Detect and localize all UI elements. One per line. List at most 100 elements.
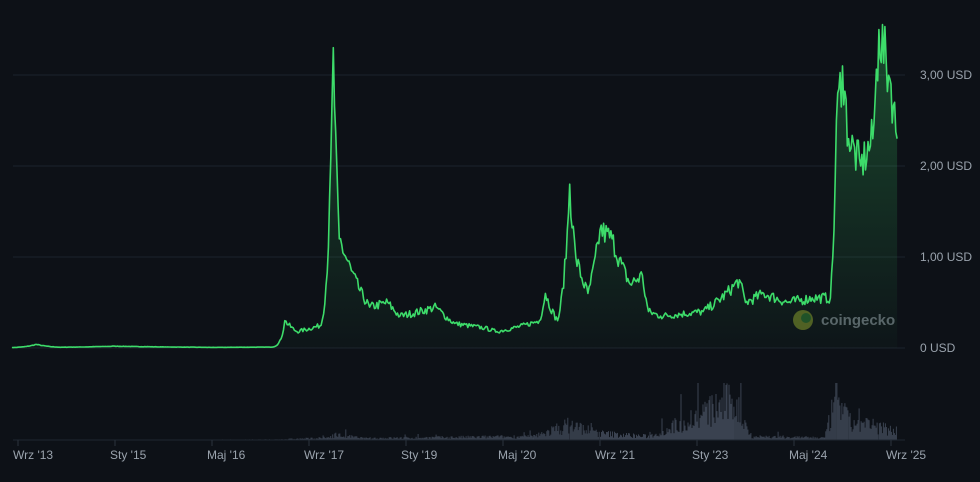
volume-bar (545, 436, 547, 440)
volume-bar (518, 437, 520, 440)
volume-bar (718, 402, 720, 440)
volume-bar (508, 437, 510, 440)
volume-bar (888, 430, 890, 440)
volume-bar (520, 436, 522, 440)
volume-bar (484, 435, 486, 440)
volume-bar (492, 436, 494, 440)
volume-bar (885, 427, 887, 440)
volume-bar (392, 438, 394, 440)
volume-bar (579, 422, 581, 440)
volume-bar (552, 427, 554, 440)
volume-bar (525, 436, 527, 440)
volume-bar (843, 406, 845, 440)
volume-bar (565, 423, 567, 440)
volume-bar (793, 437, 795, 440)
volume-bar (372, 438, 374, 440)
volume-bar (661, 418, 663, 440)
volume-bar (561, 435, 563, 440)
volume-bar (311, 437, 313, 440)
volume-bar (809, 437, 811, 440)
volume-bar (796, 436, 798, 440)
volume-bar (838, 397, 840, 440)
volume-bar (324, 438, 326, 440)
volume-bar (384, 437, 386, 440)
volume-bar (640, 436, 641, 440)
volume-bar (420, 438, 422, 440)
volume-bar (867, 419, 869, 440)
volume-bar (568, 433, 570, 440)
volume-bar (454, 438, 456, 440)
x-tick-label: Sty '23 (692, 448, 729, 462)
volume-bar (350, 437, 352, 440)
volume-bar (340, 436, 342, 440)
volume-bar (403, 437, 405, 440)
volume-bar (676, 430, 678, 440)
volume-bar (434, 436, 436, 440)
volume-bar (797, 437, 799, 440)
volume-bar (476, 436, 478, 440)
volume-bar (654, 434, 656, 440)
volume-bar (752, 438, 754, 440)
volume-bar (293, 438, 295, 440)
volume-bar (433, 437, 435, 440)
volume-bar (831, 399, 833, 440)
volume-bar (671, 422, 673, 440)
volume-bar (842, 414, 844, 440)
volume-bar (460, 435, 462, 440)
volume-bar (813, 438, 815, 440)
volume-bar (734, 417, 736, 440)
volume-bar (767, 437, 769, 440)
volume-bar (557, 431, 559, 440)
volume-bar (477, 436, 479, 440)
volume-bar (554, 431, 556, 440)
volume-bar (574, 427, 576, 440)
volume-bar (362, 437, 364, 440)
volume-bar (429, 437, 431, 440)
volume-bar (349, 435, 351, 440)
volume-bar (487, 437, 489, 440)
volume-bar (446, 436, 448, 440)
volume-bar (523, 432, 525, 440)
volume-bar (811, 438, 813, 440)
volume-bar (622, 437, 623, 440)
volume-bar (658, 436, 660, 440)
volume-bar (724, 410, 726, 440)
volume-bar (818, 438, 820, 440)
volume-bar (488, 435, 490, 440)
volume-bar (632, 437, 633, 440)
volume-bar (804, 436, 806, 440)
volume-bar (823, 437, 825, 440)
volume-bar (861, 422, 863, 440)
volume-bar (677, 431, 679, 440)
volume-bar (715, 394, 717, 440)
volume-bar (592, 430, 594, 440)
volume-bar (746, 426, 748, 440)
volume-bar (794, 436, 796, 440)
volume-bar (631, 437, 632, 440)
x-tick-label: Wrz '21 (595, 448, 635, 462)
volume-bar (352, 436, 354, 440)
volume-bar (503, 436, 505, 440)
volume-bar (765, 435, 767, 440)
volume-bar (663, 435, 665, 440)
volume-bar (581, 434, 583, 440)
volume-bar (670, 433, 672, 440)
volume-bar (360, 437, 362, 440)
volume-bar (684, 425, 686, 440)
volume-bar (367, 438, 369, 440)
volume-bar (759, 435, 761, 440)
volume-bar (583, 430, 585, 440)
volume-bar (461, 438, 463, 440)
volume-bar (803, 437, 805, 440)
volume-bar (873, 425, 875, 440)
volume-bar (735, 416, 737, 440)
volume-bar (482, 435, 484, 440)
volume-bar (613, 437, 614, 440)
volume-bar (624, 436, 625, 440)
volume-bar (747, 429, 749, 440)
volume-bar (707, 424, 709, 440)
volume-bar (617, 432, 618, 440)
volume-bar (337, 437, 339, 440)
volume-bar (445, 437, 447, 440)
volume-bar (564, 419, 566, 440)
